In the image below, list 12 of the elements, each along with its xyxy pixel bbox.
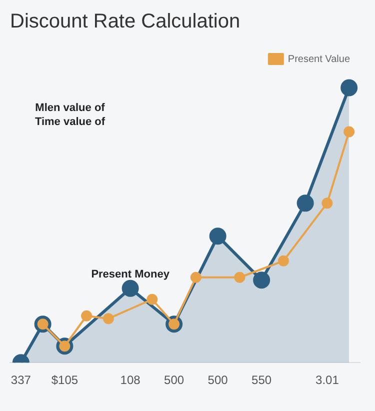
legend-label: Present Value [288,54,350,65]
x-tick-label: $105 [51,373,78,388]
x-tick-label: 337 [10,373,32,388]
chart-title: Discount Rate Calculation [10,10,240,33]
annotation: Mlen value of [35,102,106,114]
annotation: Present Money [91,268,170,280]
x-tick-label: 3.01 [316,373,340,388]
x-tick-label: 108 [120,373,141,388]
annotation: Time value of [34,116,106,128]
x-tick-label: 500 [164,373,184,388]
x-tick-label: 550 [252,373,272,388]
x-tick-label: 500 [208,373,228,388]
